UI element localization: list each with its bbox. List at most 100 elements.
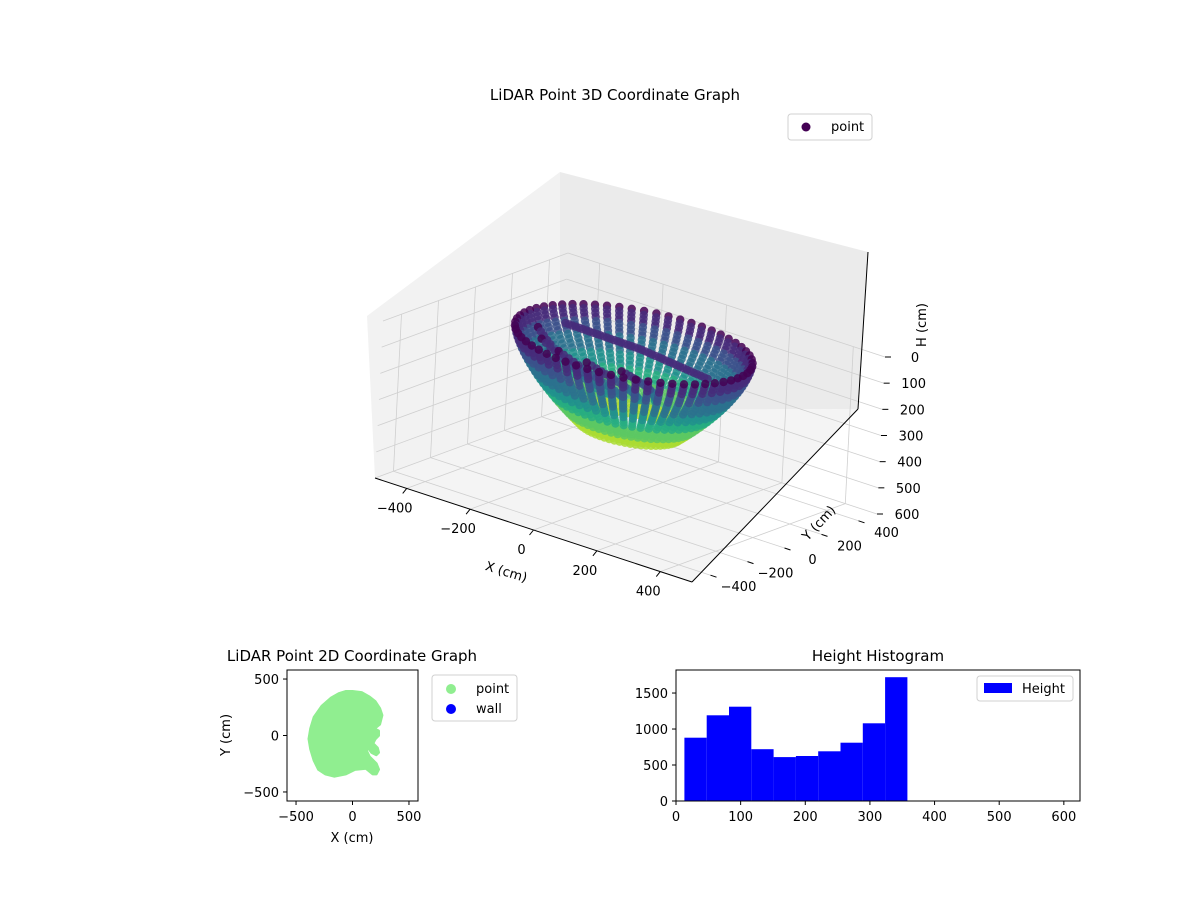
x-tick-label-3d: 0: [517, 543, 525, 558]
floor-pane: [375, 409, 858, 582]
x-tick-label-2d: 500: [397, 810, 422, 825]
y-tick-label-2d: 500: [254, 673, 279, 688]
point-cloud-2d: [307, 690, 384, 778]
point-3d: [582, 358, 591, 367]
point-3d: [679, 380, 689, 389]
x-tick-3d: [529, 529, 534, 536]
y-tick-label-3d: −200: [758, 567, 794, 582]
point-3d: [534, 345, 543, 354]
y-tick-3d: [784, 547, 791, 551]
x-tick-label-hist: 0: [672, 810, 680, 825]
x-tick-label-3d: 400: [636, 585, 661, 600]
y-tick-label-hist: 500: [643, 759, 668, 774]
grid-line: [374, 409, 561, 479]
x-tick-label-hist: 600: [1051, 810, 1076, 825]
histogram-bar: [818, 751, 841, 801]
legend-histogram-frame: [976, 675, 1074, 702]
histogram-chart: Height Histogram 0 100 200 300 400 500 600 0 500…: [635, 647, 1081, 825]
point-3d: [561, 357, 570, 366]
grid-line: [596, 482, 783, 552]
plot-frame-histogram: [675, 669, 1081, 802]
histogram-bar: [795, 756, 819, 801]
z-tick-label-3d: 400: [897, 456, 922, 471]
histogram-bar: [773, 757, 796, 801]
legend-3d: point: [787, 113, 873, 141]
legend-3d-frame: [787, 113, 873, 141]
z-tick-label-3d: 300: [899, 430, 924, 445]
ticks-histogram: 0 100 200 300 400 500 600 0 500 1000 1500: [635, 687, 1076, 825]
grid-line: [381, 278, 567, 348]
grid-line: [566, 278, 884, 384]
y-tick-label-3d: 200: [837, 539, 862, 554]
x-tick-3d: [655, 571, 661, 577]
legend-2d-wall-label: wall: [476, 702, 502, 717]
ticks-3d: −400−400−200−200002002004004000100200300…: [377, 351, 926, 600]
point-3d: [733, 374, 742, 383]
grid-line: [504, 430, 822, 535]
x-tick-label-hist: 300: [858, 810, 883, 825]
grid-line: [376, 383, 562, 453]
point-3d: [726, 376, 736, 385]
histogram-bar: [751, 749, 774, 801]
y-tick-label-2d: 0: [271, 730, 279, 745]
x-axis-label-3d: X (cm): [483, 559, 529, 586]
y-tick-label-3d: −400: [721, 580, 757, 595]
point-3d: [719, 377, 728, 387]
z-axis-label-3d: H (cm): [915, 303, 930, 347]
point-3d: [551, 353, 560, 363]
x-tick-label-hist: 500: [987, 810, 1012, 825]
y-tick-label-hist: 1500: [635, 687, 668, 702]
point-3d: [668, 379, 677, 388]
legend-2d-point-label: point: [476, 682, 509, 697]
point-3d: [542, 349, 551, 358]
legend-2d-point-marker: [446, 684, 456, 694]
grid-3d: [374, 252, 886, 576]
chart-3d-title: LiDAR Point 3D Coordinate Graph: [490, 86, 740, 104]
point-3d: [521, 337, 531, 346]
z-tick-label-3d: 500: [896, 482, 921, 497]
point-3d: [631, 375, 640, 384]
y-tick-label-hist: 1000: [635, 723, 668, 738]
grid-line: [567, 252, 886, 358]
ticks-2d: −500 −500 0 0 500 500: [243, 673, 421, 825]
point-3d: [527, 341, 536, 350]
point-3d: [690, 380, 700, 389]
y-tick-label-hist: 0: [660, 795, 668, 810]
point-3d: [644, 377, 653, 386]
scatter-2d: [307, 690, 384, 778]
y-tick-3d: [710, 574, 717, 578]
y-tick-label-3d: 0: [808, 553, 816, 568]
z-tick-label-3d: 100: [901, 377, 926, 392]
grid-line: [660, 503, 846, 572]
point-3d: [594, 367, 604, 377]
x-tick-3d: [465, 508, 471, 515]
y-tick-label-3d: 400: [874, 526, 899, 541]
chart-2d: LiDAR Point 2D Coordinate Graph −500−500…: [219, 647, 518, 846]
point-3d: [583, 364, 592, 374]
y-axis-label-3d: Y (cm): [799, 503, 839, 545]
histogram-bar: [706, 715, 729, 801]
point-3d: [571, 361, 581, 370]
legend-2d: point wall: [431, 674, 518, 722]
left-pane: [367, 172, 560, 478]
x-tick-3d: [592, 550, 598, 557]
x-tick-label-hist: 400: [922, 810, 947, 825]
x-tick-3d: [402, 488, 408, 494]
z-tick-label-3d: 0: [911, 351, 919, 366]
x-axis-label-2d: X (cm): [331, 831, 374, 846]
x-tick-label-2d: −500: [278, 810, 314, 825]
grid-line: [467, 443, 785, 549]
chart-3d: LiDAR Point 3D Coordinate Graph −400 −400…: [367, 86, 930, 600]
histogram-title: Height Histogram: [812, 647, 944, 665]
histogram-bar: [862, 723, 886, 801]
histogram-bar: [729, 706, 752, 801]
x-tick-label-3d: −200: [440, 522, 476, 537]
histogram-bars: [684, 677, 908, 801]
y-axis-label-2d: Y (cm): [219, 714, 234, 757]
x-tick-label-3d: 200: [572, 564, 597, 579]
legend-2d-wall-marker: [446, 704, 456, 714]
y-tick-3d: [858, 520, 865, 524]
z-axis-line: [857, 251, 869, 410]
y-tick-label-2d: −500: [243, 786, 279, 801]
